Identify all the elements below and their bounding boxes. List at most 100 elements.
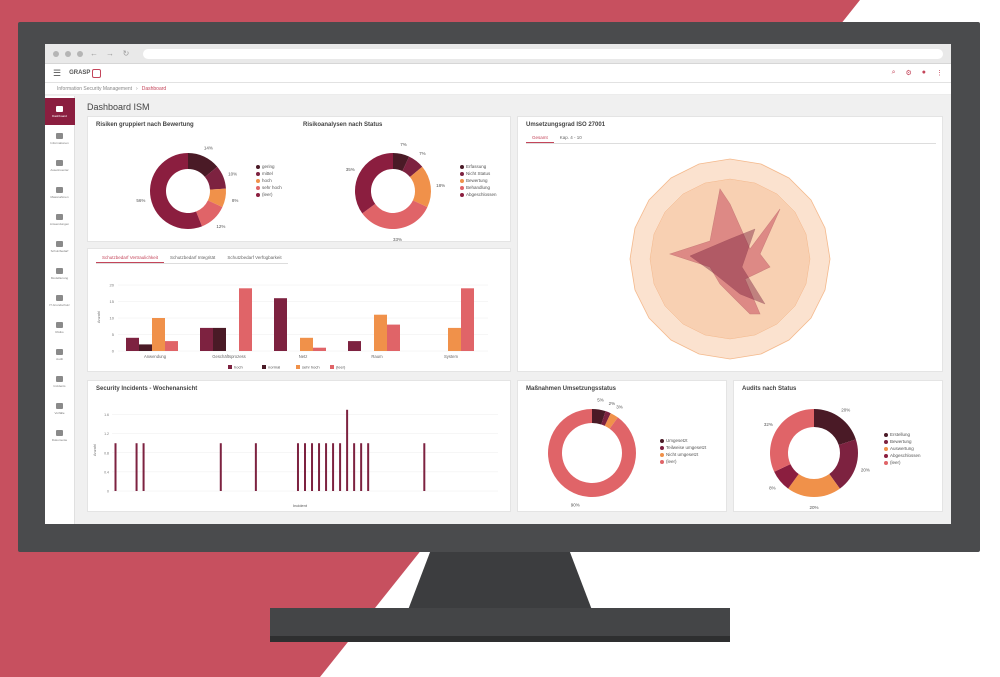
bar[interactable] (448, 327, 461, 351)
sidebar-item-2[interactable]: Assetinventar (45, 152, 75, 179)
sidebar-item-11[interactable]: Vorfälle (45, 395, 75, 422)
tab-0[interactable]: Gesamt (526, 133, 554, 143)
legend-item[interactable]: Teilweise umgesetzt (660, 444, 706, 451)
sidebar-item-12[interactable]: Dokumente (45, 422, 75, 449)
url-bar[interactable] (143, 48, 943, 59)
donut-slice[interactable] (770, 409, 814, 472)
breadcrumb-item[interactable]: Information Security Management (57, 85, 133, 92)
sidebar-item-6[interactable]: Modellierung (45, 260, 75, 287)
legend-item[interactable]: Auswertung (884, 445, 921, 452)
bar[interactable] (346, 409, 349, 491)
bar[interactable] (311, 443, 314, 491)
user-icon[interactable]: ● (921, 69, 926, 76)
donut-slice[interactable] (393, 153, 410, 172)
legend-item[interactable]: (leer) (256, 191, 282, 198)
bar[interactable] (135, 443, 138, 491)
legend-item[interactable]: hoch (256, 177, 282, 184)
legend-item[interactable]: Erfassung (460, 163, 497, 170)
window-dot[interactable] (65, 50, 71, 57)
sidebar-item-8[interactable]: Risiko (45, 314, 75, 341)
legend-item[interactable]: Bewertung (884, 438, 921, 445)
bar[interactable] (114, 443, 117, 491)
legend-item[interactable]: (leer) (660, 458, 706, 465)
legend-item[interactable]: Abgeschlossen (460, 191, 497, 198)
legend-item[interactable]: gering (256, 163, 282, 170)
donut-slice[interactable] (402, 156, 423, 177)
bar[interactable] (296, 443, 299, 491)
donut-slice[interactable] (150, 153, 202, 229)
sidebar-item-0[interactable]: Dashboard (45, 98, 75, 125)
tab-2[interactable]: Schutzbedarf Verfügbarkeit (227, 255, 282, 260)
bar[interactable] (300, 337, 313, 351)
bar[interactable] (213, 327, 226, 351)
sidebar-item-7[interactable]: IT-Grundschutz (45, 287, 75, 314)
donut-slice[interactable] (204, 166, 226, 190)
sidebar-item-1[interactable]: Informationen (45, 125, 75, 152)
donut-slice[interactable] (548, 409, 636, 497)
donut-slice[interactable] (604, 413, 618, 429)
donut-slice[interactable] (829, 439, 858, 489)
bar[interactable] (360, 443, 363, 491)
donut-slice[interactable] (814, 409, 856, 445)
bar[interactable] (367, 443, 370, 491)
sidebar-item-4[interactable]: Anwendungen (45, 206, 75, 233)
legend-item[interactable]: mittel (256, 170, 282, 177)
bar[interactable] (348, 341, 361, 351)
donut-slice[interactable] (207, 188, 226, 208)
donut-slice[interactable] (355, 153, 393, 214)
bar[interactable] (152, 318, 165, 351)
bar[interactable] (219, 443, 222, 491)
bar[interactable] (339, 443, 342, 491)
bar[interactable] (374, 314, 387, 351)
search-icon[interactable]: ⌕ (891, 69, 896, 76)
bar[interactable] (139, 344, 152, 351)
donut-slice[interactable] (592, 409, 606, 425)
sidebar-item-5[interactable]: Schutzbedarf (45, 233, 75, 260)
forward-icon[interactable]: → (106, 49, 114, 58)
donut-slice[interactable] (362, 200, 428, 229)
bar[interactable] (126, 337, 139, 351)
bar[interactable] (318, 443, 321, 491)
donut-slice[interactable] (601, 411, 611, 426)
bar[interactable] (325, 443, 328, 491)
window-dot[interactable] (77, 50, 83, 57)
donut-slice[interactable] (788, 474, 840, 497)
bar[interactable] (142, 443, 145, 491)
sidebar-item-3[interactable]: Massnahmen (45, 179, 75, 206)
legend-item[interactable]: Behandlung (460, 184, 497, 191)
tab-1[interactable]: Schutzbedarf Integrität (170, 255, 216, 260)
bar[interactable] (353, 443, 356, 491)
reload-icon[interactable]: ↻ (122, 49, 130, 58)
legend-item[interactable]: Nicht umgesetzt (660, 451, 706, 458)
bar[interactable] (165, 341, 178, 351)
donut-slice[interactable] (409, 166, 431, 208)
bar[interactable] (461, 288, 474, 351)
tab-1[interactable]: Kap. 4 - 10 (559, 135, 582, 140)
bar[interactable] (274, 298, 287, 351)
donut-slice[interactable] (196, 200, 223, 227)
donut-slice[interactable] (188, 153, 218, 177)
bar[interactable] (332, 443, 335, 491)
legend-item[interactable]: (leer) (884, 459, 921, 466)
bar[interactable] (239, 288, 252, 351)
legend-item[interactable]: Umgesetzt (660, 437, 706, 444)
donut-slice[interactable] (774, 464, 799, 489)
sidebar-item-9[interactable]: Audit (45, 341, 75, 368)
legend-item[interactable]: Erstellung (884, 431, 921, 438)
back-icon[interactable]: ← (90, 49, 98, 58)
bar[interactable] (313, 347, 326, 351)
legend-item[interactable]: sehr hoch (256, 184, 282, 191)
bar[interactable] (423, 443, 426, 491)
bar[interactable] (304, 443, 306, 491)
menu-icon[interactable]: ☰ (53, 67, 62, 78)
app-logo[interactable]: GRASP (69, 68, 102, 78)
legend-item[interactable]: Bewertung (460, 177, 497, 184)
legend-item[interactable]: Nicht Status (460, 170, 497, 177)
legend-item[interactable]: Abgeschlossen (884, 452, 921, 459)
bar[interactable] (200, 327, 213, 351)
settings-icon[interactable]: ⚙ (905, 70, 912, 77)
sidebar-item-10[interactable]: Incidents (45, 368, 75, 395)
bar[interactable] (254, 443, 257, 491)
bar[interactable] (387, 324, 400, 351)
tab-0[interactable]: Schutzbedarf Vertraulichkeit (96, 253, 165, 263)
